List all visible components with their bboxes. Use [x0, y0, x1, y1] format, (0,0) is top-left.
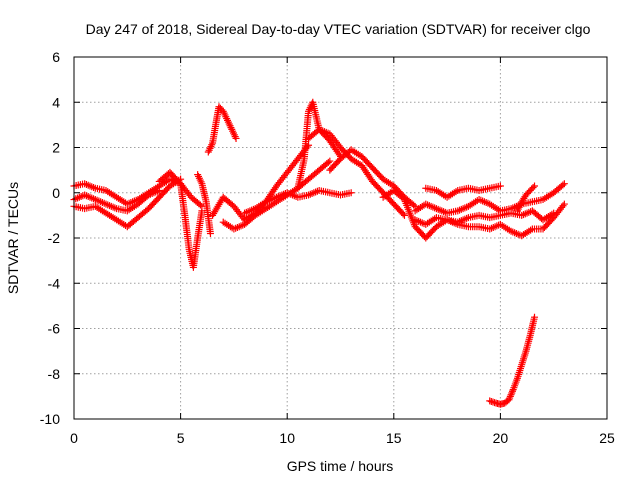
series-track-3 — [70, 186, 163, 215]
data-point — [529, 183, 537, 191]
data-point — [559, 202, 567, 210]
data-point — [531, 313, 539, 321]
data-point — [410, 201, 418, 209]
series-track-5 — [194, 171, 214, 237]
data-point — [400, 211, 408, 219]
data-point — [347, 189, 355, 197]
data-point — [550, 209, 558, 217]
data-point — [196, 201, 204, 209]
series-track-18 — [486, 313, 539, 408]
data-point — [506, 394, 514, 402]
x-tick-label: 25 — [599, 430, 615, 446]
data-point — [326, 157, 334, 165]
series-track-4 — [155, 168, 206, 271]
data-point — [198, 207, 206, 215]
y-axis-label: SDTVAR / TECUs — [5, 182, 21, 294]
data-point — [560, 200, 568, 208]
series-track-12 — [326, 146, 419, 210]
x-tick-label: 0 — [70, 430, 78, 446]
data-point — [232, 134, 240, 142]
data-point — [399, 210, 407, 218]
y-tick-label: -6 — [48, 321, 61, 337]
series-track-16 — [422, 182, 504, 201]
x-tick-label: 10 — [279, 430, 295, 446]
x-tick-label: 5 — [177, 430, 185, 446]
chart-title: Day 247 of 2018, Sidereal Day-to-day VTE… — [86, 21, 591, 37]
series-track-13 — [379, 186, 568, 242]
series-track-15 — [411, 207, 558, 228]
data-point — [508, 387, 516, 395]
data-point — [175, 178, 183, 186]
x-tick-label: 20 — [493, 430, 509, 446]
data-point — [560, 180, 568, 188]
y-tick-label: 4 — [52, 94, 60, 110]
x-tick-label: 15 — [386, 430, 402, 446]
data-point — [531, 182, 539, 190]
y-tick-label: 0 — [52, 185, 60, 201]
data-point — [506, 392, 514, 400]
series-track-11 — [305, 125, 408, 219]
axis-ticks: 0 5 10 15 20 25 -10 -8 -6 -4 -2 0 2 4 6 — [40, 49, 615, 446]
data-point — [505, 396, 513, 404]
plot-frame — [73, 56, 608, 420]
x-axis-label: GPS time / hours — [287, 458, 394, 474]
y-tick-label: -4 — [48, 275, 61, 291]
data-point — [324, 158, 332, 166]
series-track-6 — [204, 103, 240, 156]
y-tick-label: 6 — [52, 49, 60, 65]
grid — [74, 57, 607, 419]
y-tick-label: -10 — [40, 411, 60, 427]
y-tick-label: 2 — [52, 140, 60, 156]
data-point — [559, 181, 567, 189]
y-tick-label: -8 — [48, 366, 61, 382]
data-point — [508, 389, 516, 397]
data-points — [70, 98, 568, 408]
series-track-9 — [241, 186, 355, 217]
series-track-17 — [513, 182, 539, 215]
data-point — [507, 391, 515, 399]
series-track-14 — [411, 180, 568, 217]
series-track-10 — [294, 98, 344, 192]
data-point — [155, 186, 163, 194]
data-point — [496, 182, 504, 190]
y-tick-label: -2 — [48, 230, 61, 246]
data-point — [206, 229, 214, 237]
